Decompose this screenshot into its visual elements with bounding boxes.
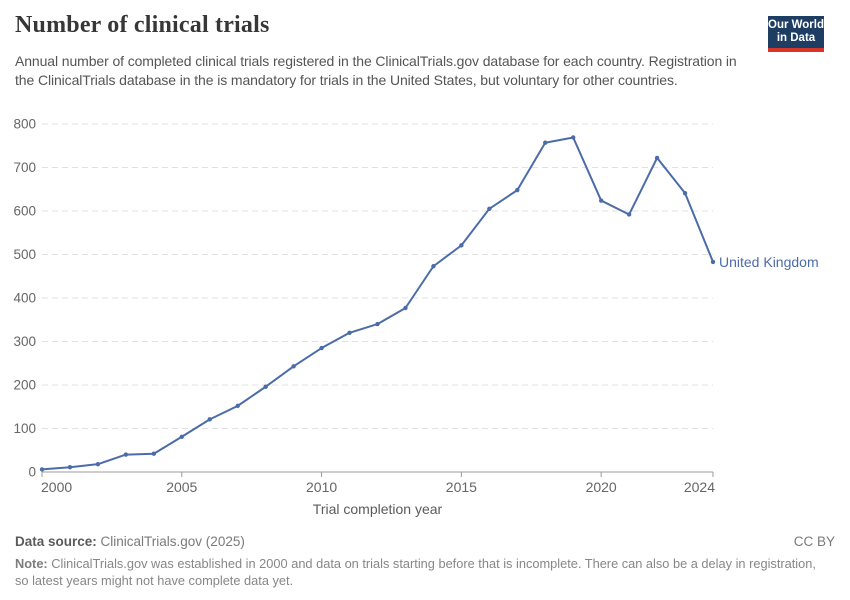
x-axis-title: Trial completion year: [313, 501, 443, 517]
footnote: Note: ClinicalTrials.gov was established…: [15, 556, 829, 589]
data-point-marker: [403, 305, 408, 311]
data-point-marker: [431, 264, 436, 269]
data-point-marker: [291, 364, 296, 369]
data-point-marker: [626, 212, 632, 217]
data-point-marker: [375, 321, 380, 327]
data-point-marker: [207, 417, 212, 422]
data-point-marker: [571, 135, 576, 140]
y-tick-label: 300: [13, 334, 36, 349]
x-tick-label: 2015: [446, 479, 477, 495]
data-point-marker: [151, 451, 157, 456]
data-source-value[interactable]: ClinicalTrials.gov (2025): [96, 534, 245, 549]
page-title: Number of clinical trials: [15, 12, 270, 38]
x-tick-label: 2005: [166, 479, 197, 495]
chart-subtitle: Annual number of completed clinical tria…: [15, 53, 737, 88]
x-tick-label: 2024: [684, 479, 715, 495]
data-point-marker: [682, 190, 688, 196]
data-point-marker: [263, 384, 268, 389]
data-point-marker: [710, 259, 716, 265]
y-tick-label: 700: [13, 160, 36, 175]
data-point-marker: [319, 345, 324, 351]
data-point-marker: [515, 187, 520, 193]
data-point-marker: [235, 403, 240, 409]
y-tick-label: 600: [13, 204, 36, 219]
owid-logo-line1: Our World: [768, 19, 825, 31]
license-label[interactable]: CC BY: [793, 534, 835, 549]
data-point-marker: [39, 467, 45, 472]
line-chart: 0 100 200 300 400 500 600 700 800 2000 2005 2010 201…: [0, 110, 850, 528]
owid-logo-line2: in Data: [776, 32, 816, 44]
x-tick-label: 2000: [41, 479, 72, 495]
data-point-marker: [179, 434, 184, 439]
y-tick-label: 0: [28, 465, 36, 480]
y-tick-label: 400: [13, 291, 36, 306]
y-tick-label: 500: [13, 247, 36, 262]
data-point-marker: [95, 461, 101, 467]
series-entity-label[interactable]: United Kingdom: [719, 254, 819, 270]
data-point-marker: [459, 243, 464, 248]
series-line: [41, 136, 714, 471]
x-tick-label: 2010: [306, 479, 337, 495]
y-tick-label: 200: [13, 378, 36, 393]
data-point-marker: [487, 206, 492, 212]
y-tick-label: 800: [13, 117, 36, 132]
owid-logo[interactable]: Our World in Data: [768, 16, 824, 52]
footnote-text: ClinicalTrials.gov was established in 20…: [15, 556, 816, 588]
data-point-marker: [543, 140, 548, 145]
data-source-line: Data source: ClinicalTrials.gov (2025): [15, 534, 835, 549]
footnote-label: Note:: [15, 556, 48, 571]
data-source-label: Data source:: [15, 534, 97, 549]
line-chart-svg: 0 100 200 300 400 500 600 700 800 2000 2005 2010 201…: [13, 117, 819, 518]
data-point-marker: [598, 198, 604, 203]
data-point-marker: [654, 155, 660, 161]
y-tick-label: 100: [13, 421, 36, 436]
data-point-marker: [67, 465, 73, 470]
x-tick-label: 2020: [586, 479, 617, 495]
data-point-marker: [347, 330, 352, 335]
data-point-marker: [123, 452, 129, 457]
